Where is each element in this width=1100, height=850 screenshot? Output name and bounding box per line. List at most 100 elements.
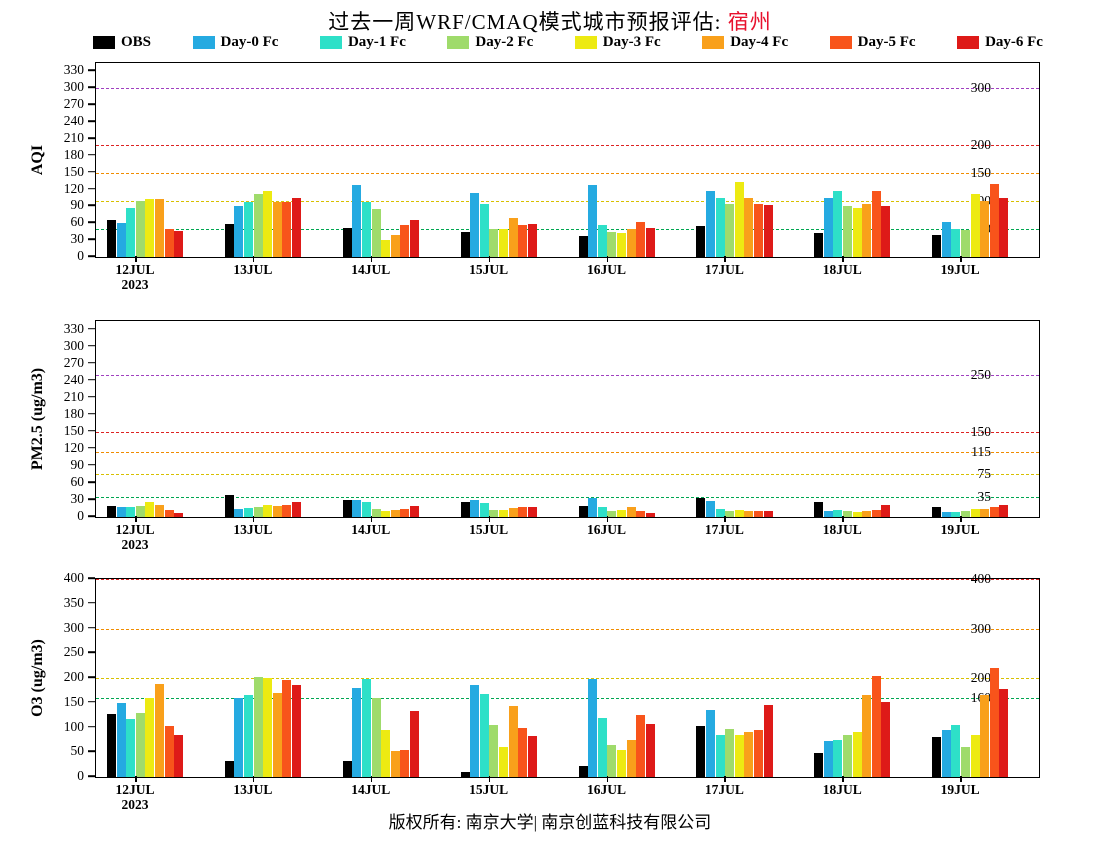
bar-day-2-fc: [725, 728, 735, 777]
bar-day-1-fc: [126, 207, 136, 257]
bar-day-5-fc: [282, 680, 292, 777]
y-tick-mark: [88, 187, 95, 190]
bar-day-4-fc: [980, 200, 990, 257]
bar-day-0-fc: [116, 506, 126, 517]
legend-label: Day-3 Fc: [602, 34, 661, 50]
y-tick-mark: [88, 750, 95, 753]
legend-label: Day-0 Fc: [220, 34, 279, 50]
bar-day-3-fc: [616, 749, 626, 777]
y-tick-mark: [88, 577, 95, 579]
legend-item-obs: OBS: [93, 34, 151, 51]
bar-day-6-fc: [409, 711, 419, 777]
x-tick-mark: [370, 776, 373, 782]
x-tick-mark: [606, 516, 609, 522]
legend-swatch-day-4-fc: [702, 36, 725, 49]
bar-day-4-fc: [390, 750, 400, 777]
bar-day-0-fc: [588, 498, 598, 517]
bar-day-4-fc: [626, 507, 636, 517]
bar-day-1-fc: [715, 734, 725, 777]
bar-day-1-fc: [479, 203, 489, 257]
bar-day-2-fc: [253, 506, 263, 517]
bar-day-0-fc: [823, 197, 833, 257]
y-tick-label: 0: [77, 508, 84, 523]
bar-day-6-fc: [999, 688, 1009, 777]
bar-day-6-fc: [174, 734, 184, 777]
legend-swatch-obs: [93, 36, 115, 49]
x-tick-mark: [960, 776, 962, 782]
legend-swatch-day-1-fc: [319, 36, 342, 49]
legend-swatch-day-0-fc: [192, 36, 215, 49]
y-tick-mark: [88, 170, 95, 173]
x-tick-mark: [724, 516, 726, 522]
bar-day-0-fc: [234, 206, 244, 257]
y-tick-label: 200: [63, 669, 84, 684]
bar-day-6-fc: [645, 724, 655, 777]
y-tick-label: 240: [63, 371, 84, 387]
y-tick-mark: [88, 626, 95, 629]
bar-obs: [696, 226, 706, 257]
y-tick-mark: [88, 464, 95, 466]
y-tick-mark: [88, 447, 95, 449]
reference-line-200: 200: [96, 137, 1039, 152]
bar-day-4-fc: [508, 706, 518, 777]
y-tick-mark: [88, 676, 95, 678]
o3-panel: O3 (ug/m3) 160200300400 0501001502002503…: [0, 570, 1100, 812]
bar-day-0-fc: [470, 193, 480, 257]
x-tick-label: 14JUL: [351, 522, 391, 537]
bar-day-5-fc: [753, 511, 763, 517]
bar-day-0-fc: [234, 509, 244, 517]
x-tick-label: 19JUL: [940, 262, 980, 277]
bar-obs: [460, 772, 470, 777]
bar-day-2-fc: [253, 676, 263, 777]
bar-obs: [224, 495, 234, 517]
bar-day-2-fc: [371, 509, 381, 517]
pm25-panel: PM2.5 (ug/m3) 35 75 115 150 250 0 30 60 90 120 15…: [0, 320, 1100, 552]
bar-day-6-fc: [409, 505, 419, 517]
x-tick-mark: [842, 256, 844, 262]
y-tick-mark: [88, 412, 95, 415]
bar-day-4-fc: [390, 510, 400, 517]
bar-day-5-fc: [636, 222, 646, 257]
legend-swatch-day-3-fc: [574, 36, 597, 49]
x-tick-label: 13JUL: [233, 522, 273, 537]
bar-obs: [696, 726, 706, 777]
bar-day-3-fc: [263, 191, 273, 257]
y-tick-label: 30: [70, 490, 85, 506]
bar-day-5-fc: [400, 749, 410, 777]
bar-day-1-fc: [244, 695, 254, 777]
bar-day-1-fc: [715, 509, 725, 517]
bar-day-6-fc: [881, 701, 891, 777]
pm25-plot-area: 35 75 115 150 250: [95, 320, 1040, 518]
bar-day-1-fc: [361, 501, 371, 517]
bar-day-4-fc: [272, 505, 282, 517]
bar-day-0-fc: [588, 185, 598, 257]
y-tick-label: 120: [63, 439, 84, 455]
reference-line-label: 35: [977, 489, 992, 505]
bar-day-1-fc: [833, 739, 843, 777]
y-tick-mark: [88, 238, 95, 240]
bar-day-2-fc: [960, 511, 970, 517]
y-tick-label: 250: [63, 644, 84, 660]
x-year-label: 2023: [121, 537, 149, 552]
bar-day-0-fc: [234, 697, 244, 777]
bar-day-1-fc: [715, 197, 725, 257]
x-tick-mark: [252, 256, 255, 262]
bar-day-6-fc: [645, 227, 655, 257]
bar-obs: [224, 760, 234, 777]
bar-day-5-fc: [518, 224, 528, 257]
reference-line-115: 115: [96, 444, 1039, 459]
x-tick-mark: [724, 776, 726, 782]
bar-day-3-fc: [263, 504, 273, 517]
bar-day-2-fc: [135, 712, 145, 777]
bar-day-2-fc: [607, 231, 617, 257]
bar-day-6-fc: [763, 510, 773, 517]
y-tick-mark: [88, 221, 95, 224]
y-tick-label: 300: [63, 337, 84, 353]
bar-day-1-fc: [126, 718, 136, 777]
bar-obs: [932, 234, 942, 257]
y-tick-mark: [88, 700, 95, 703]
bar-day-6-fc: [527, 224, 537, 257]
x-tick-mark: [488, 516, 491, 522]
bar-day-0-fc: [588, 679, 598, 777]
bar-obs: [578, 235, 588, 257]
